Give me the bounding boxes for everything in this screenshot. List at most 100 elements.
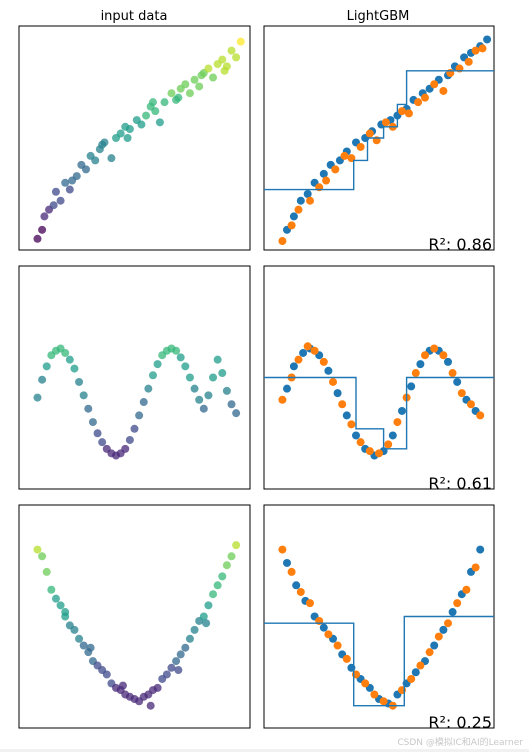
panel-5 <box>18 504 251 729</box>
pred-point <box>453 599 462 608</box>
data-point <box>79 391 88 400</box>
pred-point <box>294 205 303 214</box>
pred-point <box>434 632 443 641</box>
data-point <box>125 435 134 444</box>
pred-point <box>322 176 331 185</box>
data-point <box>65 185 74 194</box>
panel-grid <box>18 25 495 729</box>
pred-point <box>425 648 434 657</box>
pred-point <box>379 697 388 706</box>
data-point <box>190 384 199 393</box>
train-point <box>411 668 420 677</box>
pred-point <box>287 221 296 230</box>
train-point <box>289 362 298 371</box>
pred-point <box>329 377 337 386</box>
pred-point <box>347 420 356 429</box>
data-point <box>181 643 190 652</box>
pred-point <box>467 400 475 409</box>
train-point <box>303 190 312 198</box>
pred-point <box>439 351 448 360</box>
pred-point <box>338 400 347 409</box>
data-point <box>213 581 222 590</box>
pred-point <box>393 418 402 427</box>
data-point <box>190 625 199 634</box>
pred-point <box>430 344 439 353</box>
train-point <box>324 366 333 375</box>
pred-point <box>421 351 429 360</box>
data-point <box>185 634 194 643</box>
pred-point <box>398 107 406 116</box>
data-point <box>61 608 70 617</box>
data-point <box>118 681 127 690</box>
data-point <box>202 619 211 628</box>
step-prediction-line <box>264 615 494 707</box>
data-point <box>135 411 144 420</box>
data-point <box>204 601 213 610</box>
train-point <box>444 357 452 366</box>
data-point <box>81 165 90 174</box>
data-point <box>61 348 70 357</box>
pred-point <box>356 142 365 151</box>
data-point <box>222 561 231 570</box>
data-point <box>88 418 97 427</box>
data-point <box>65 355 74 364</box>
data-point <box>197 71 206 80</box>
panel-1 <box>18 25 251 251</box>
data-point <box>195 395 204 404</box>
pred-point <box>278 237 287 246</box>
pred-point <box>303 342 312 351</box>
train-point <box>292 581 301 590</box>
pred-point <box>331 165 340 174</box>
data-point <box>204 391 213 400</box>
pred-point <box>414 98 423 107</box>
r2-label-row2: R²: 0.61 <box>428 474 492 493</box>
train-point <box>319 169 328 178</box>
data-point <box>204 64 213 73</box>
pred-point <box>278 545 287 554</box>
train-point <box>453 377 462 386</box>
pred-point <box>411 369 420 378</box>
panel-2 <box>263 25 495 251</box>
data-point <box>181 80 190 89</box>
pred-point <box>457 389 466 398</box>
data-point <box>162 670 171 679</box>
panel-frame <box>18 504 251 729</box>
data-point <box>56 196 65 205</box>
data-point <box>172 657 181 666</box>
pred-point <box>278 395 287 404</box>
data-point <box>167 663 176 672</box>
pred-point <box>365 447 374 456</box>
data-point <box>146 701 155 710</box>
train-point <box>407 382 416 391</box>
data-point <box>232 409 241 418</box>
data-point <box>130 424 139 433</box>
data-point <box>38 552 47 561</box>
train-point <box>439 625 448 634</box>
data-point <box>70 364 79 373</box>
data-point <box>102 670 111 679</box>
train-point <box>448 608 457 617</box>
pred-point <box>471 46 480 55</box>
data-point <box>185 373 194 382</box>
train-point <box>283 384 291 393</box>
pred-point <box>404 109 413 118</box>
data-point <box>61 178 70 187</box>
pred-point <box>361 679 370 688</box>
data-point <box>155 118 164 127</box>
data-point <box>199 404 208 413</box>
data-point <box>227 46 236 55</box>
train-point <box>342 411 351 420</box>
data-point <box>160 98 169 107</box>
data-point <box>93 429 102 438</box>
pred-point <box>319 357 328 366</box>
data-point <box>209 590 218 599</box>
pred-point <box>310 346 319 355</box>
pred-point <box>384 440 393 449</box>
pred-point <box>439 86 448 95</box>
r2-label-row3: R²: 0.25 <box>428 713 492 732</box>
data-point <box>167 89 176 98</box>
data-point <box>33 393 42 402</box>
column-title-lightgbm: LightGBM <box>347 9 410 24</box>
data-point <box>75 377 84 386</box>
pred-point <box>421 93 429 102</box>
